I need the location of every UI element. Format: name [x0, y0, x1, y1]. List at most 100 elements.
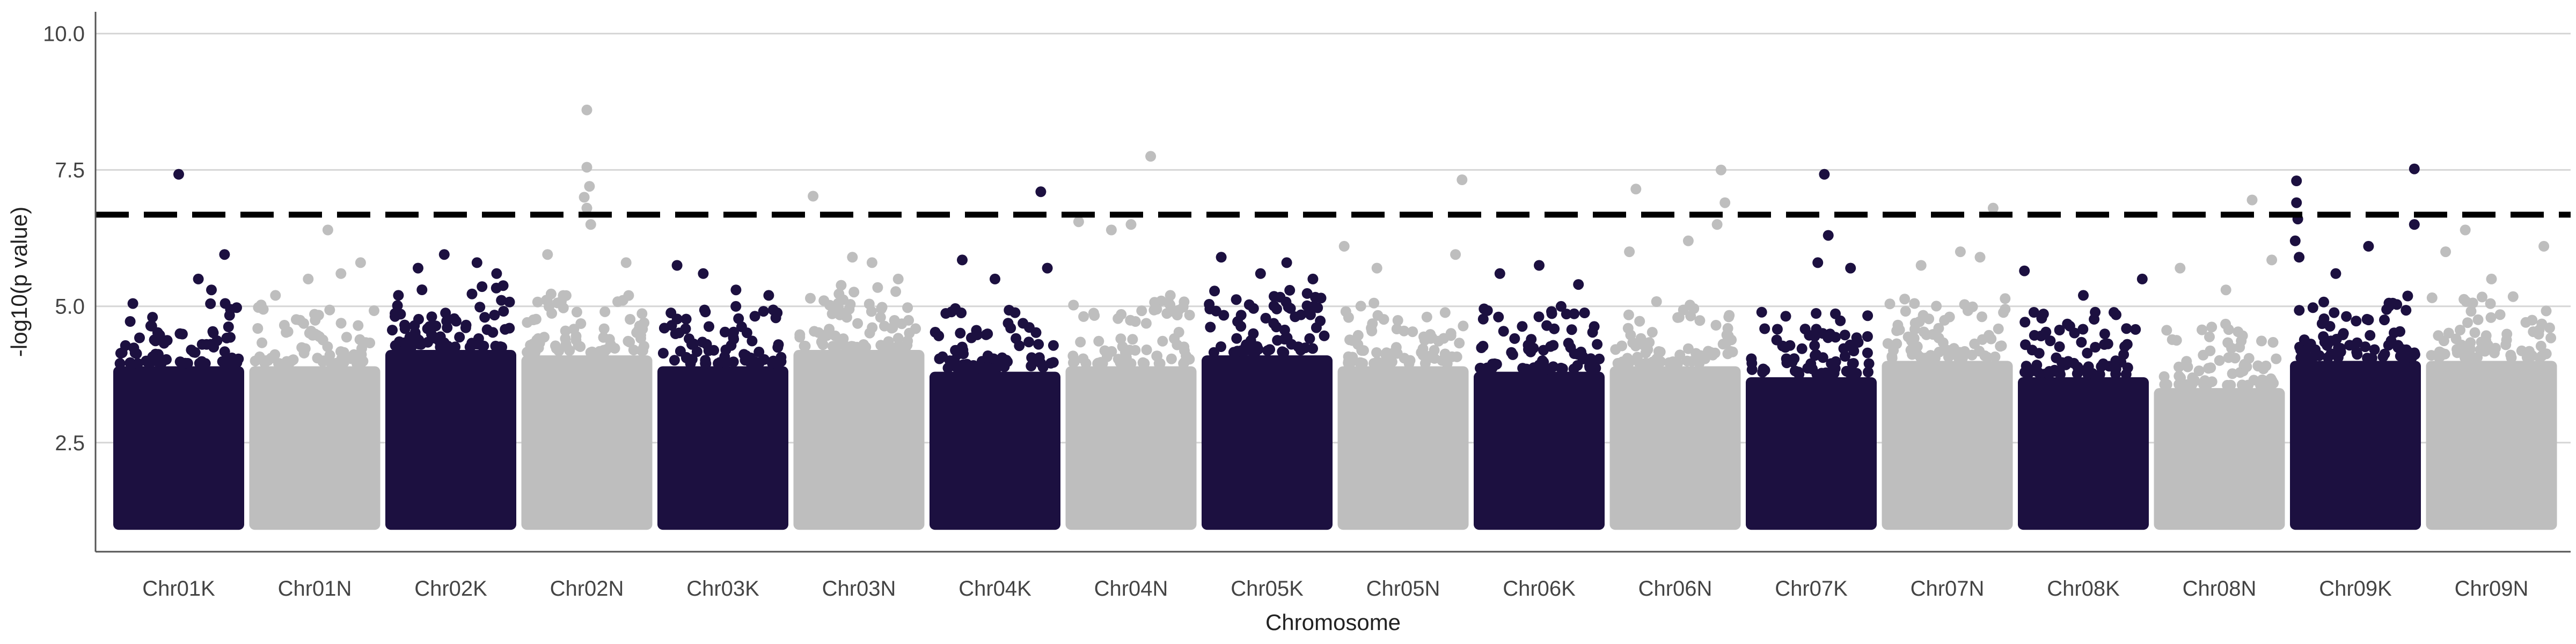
snp-point	[671, 260, 683, 271]
snp-point	[2389, 327, 2399, 339]
snp-point	[2020, 339, 2031, 350]
snp-point	[1494, 268, 1505, 279]
snp-point	[1894, 324, 1905, 335]
x-tick-label: Chr09K	[2319, 577, 2392, 601]
snp-point	[1862, 310, 1874, 321]
snp-point	[1678, 304, 1689, 316]
snp-point	[1106, 346, 1117, 357]
snp-point	[1830, 308, 1841, 319]
snp-point	[691, 346, 702, 357]
snp-point	[2119, 341, 2131, 352]
snp-point	[2121, 323, 2132, 334]
snp-point	[2036, 312, 2047, 324]
snp-point	[599, 306, 611, 317]
snp-point	[2072, 362, 2083, 372]
x-tick-label: Chr03N	[822, 577, 896, 601]
x-tick-label: Chr04N	[1094, 577, 1168, 601]
snp-point	[581, 104, 592, 115]
snp-point	[2465, 306, 2477, 317]
snp-point	[1271, 303, 1282, 314]
snp-point	[1809, 340, 1820, 351]
snp-point	[1984, 330, 1995, 341]
snp-point	[826, 308, 838, 319]
snp-point	[174, 328, 186, 339]
snp-point	[1977, 311, 1987, 323]
snp-point	[270, 290, 281, 301]
snp-point	[2506, 352, 2517, 363]
snp-point	[1343, 351, 1354, 362]
snp-point	[1811, 324, 1822, 335]
snp-point	[805, 292, 816, 304]
snp-point	[1717, 339, 1729, 350]
snp-point	[257, 337, 268, 348]
snp-point	[2538, 240, 2550, 252]
snp-point	[1209, 286, 1220, 297]
snp-point	[1120, 347, 1131, 358]
snp-point-bulk-Chr06K	[1474, 371, 1605, 530]
snp-point	[957, 254, 968, 266]
snp-point	[353, 320, 364, 331]
snp-point	[2426, 292, 2438, 303]
snp-point	[1630, 184, 1642, 195]
snp-point	[1312, 302, 1323, 313]
snp-point	[390, 308, 401, 319]
snp-point	[116, 347, 128, 358]
x-tick-label: Chr01K	[142, 577, 215, 601]
snp-point	[1372, 310, 1384, 321]
snp-point	[250, 355, 261, 367]
snp-point	[975, 362, 986, 374]
snp-point	[1715, 164, 1726, 175]
snp-point	[1796, 343, 1807, 354]
snp-point	[341, 332, 352, 343]
snp-point	[442, 340, 453, 352]
snp-point	[1789, 365, 1801, 377]
snp-point	[1210, 305, 1221, 317]
snp-point	[2256, 335, 2267, 347]
snp-point	[896, 341, 908, 353]
snp-point	[708, 345, 719, 356]
snp-point	[491, 282, 502, 294]
snp-point	[1587, 327, 1598, 338]
snp-point	[1523, 344, 1534, 355]
snp-point	[636, 345, 647, 356]
snp-point	[2174, 361, 2184, 372]
snp-point	[704, 321, 714, 332]
snp-point	[2363, 240, 2374, 252]
snp-point	[224, 310, 235, 321]
snp-point	[1987, 202, 1999, 214]
snp-point	[474, 302, 486, 313]
snp-point	[674, 327, 685, 339]
snp-point	[298, 347, 310, 358]
snp-point	[1811, 308, 1822, 319]
snp-point	[1943, 352, 1954, 363]
snp-point	[1900, 306, 1911, 317]
snp-point	[2291, 197, 2302, 208]
snp-point	[114, 358, 126, 369]
snp-point	[1023, 336, 1035, 348]
snp-point	[2021, 361, 2032, 372]
snp-point	[1592, 339, 1603, 350]
snp-point	[609, 343, 620, 354]
snp-point	[1493, 311, 1504, 323]
snp-point	[1891, 338, 1902, 349]
snp-point	[824, 324, 835, 335]
snp-point	[1371, 262, 1382, 274]
snp-point-bulk-Chr07N	[1882, 361, 2013, 530]
snp-point	[369, 305, 379, 316]
x-axis-title: Chromosome	[1265, 610, 1401, 635]
snp-point	[733, 313, 744, 324]
snp-point	[333, 358, 344, 369]
snp-point	[471, 257, 482, 268]
snp-point	[1355, 301, 1366, 312]
snp-point	[876, 302, 888, 313]
snp-point	[1121, 357, 1132, 368]
snp-point	[223, 321, 234, 332]
snp-point	[2174, 379, 2185, 390]
snp-point	[1030, 327, 1042, 338]
snp-point	[1106, 224, 1117, 236]
snp-point	[625, 314, 636, 325]
snp-point	[1315, 292, 1327, 304]
snp-point	[1278, 347, 1290, 358]
snp-point	[1681, 355, 1693, 367]
snp-point	[1711, 219, 1723, 230]
